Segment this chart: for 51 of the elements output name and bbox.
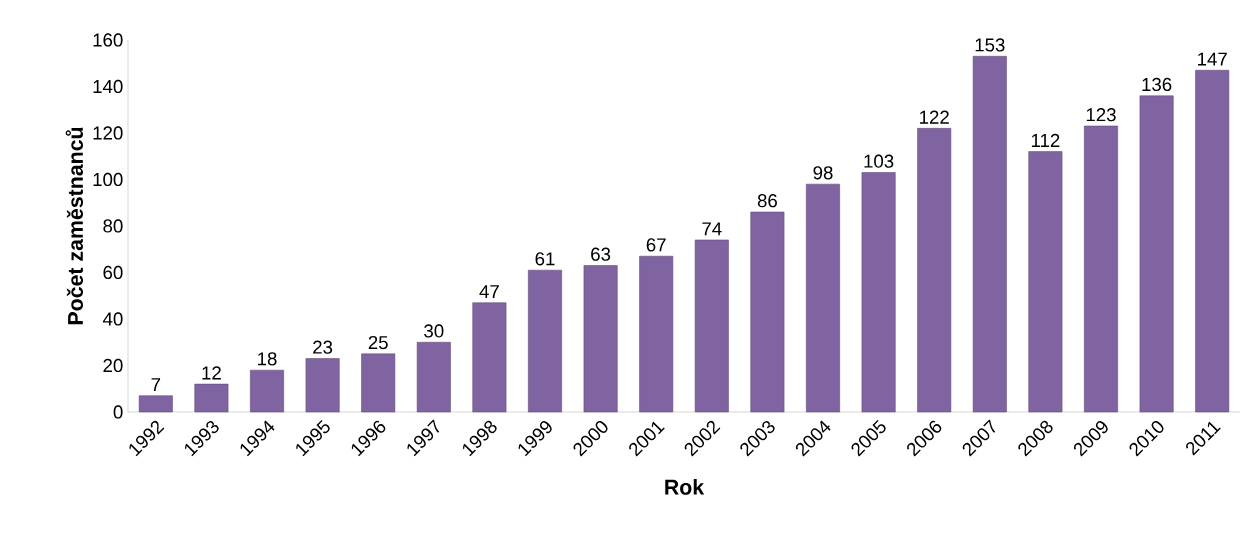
data-label: 67 [646, 238, 666, 252]
data-label: 123 [1086, 108, 1116, 122]
data-label: 23 [313, 340, 333, 354]
bar [1195, 69, 1230, 413]
data-label: 103 [864, 154, 894, 168]
y-axis-title: Počet zaměstnanců [65, 127, 83, 325]
bar [1139, 95, 1174, 413]
data-label: 18 [258, 352, 277, 366]
bar [472, 302, 507, 413]
bar [138, 395, 173, 413]
bar [972, 56, 1007, 413]
data-label: 25 [368, 335, 388, 350]
data-label: 122 [920, 110, 949, 124]
data-label: 136 [1142, 77, 1172, 92]
bar [750, 211, 785, 413]
data-label: 74 [702, 222, 722, 236]
y-tick-label: 20 [103, 358, 123, 373]
bar [416, 341, 451, 413]
data-label: 86 [757, 194, 777, 208]
y-tick-label: 40 [102, 312, 123, 326]
data-label: 98 [813, 166, 833, 180]
bar [806, 183, 840, 413]
data-label: 30 [424, 324, 444, 338]
bar [639, 255, 674, 413]
bar [583, 265, 618, 413]
bar [305, 358, 340, 413]
bar [861, 172, 896, 413]
data-label: 7 [151, 378, 161, 391]
y-tick-label: 140 [93, 79, 123, 94]
y-tick-label: 60 [103, 265, 123, 280]
bar [250, 369, 284, 413]
data-label: 153 [975, 38, 1005, 52]
data-label: 12 [202, 366, 221, 380]
y-tick-label: 160 [93, 33, 123, 47]
data-label: 63 [591, 247, 611, 261]
x-axis-title: Rok [665, 479, 705, 495]
data-label: 47 [479, 285, 499, 298]
data-label: 147 [1198, 52, 1227, 66]
bar [694, 239, 729, 413]
y-tick-label: 0 [113, 405, 123, 419]
data-label: 61 [535, 252, 555, 266]
bar [194, 383, 229, 413]
bar [361, 353, 396, 413]
y-tick-label: 120 [93, 126, 123, 140]
bar [917, 128, 952, 413]
bar [1028, 151, 1063, 413]
y-tick-label: 80 [103, 219, 123, 233]
data-label: 112 [1031, 133, 1060, 147]
bar [528, 269, 562, 413]
y-tick-label: 100 [93, 172, 123, 187]
bar [1084, 125, 1118, 413]
